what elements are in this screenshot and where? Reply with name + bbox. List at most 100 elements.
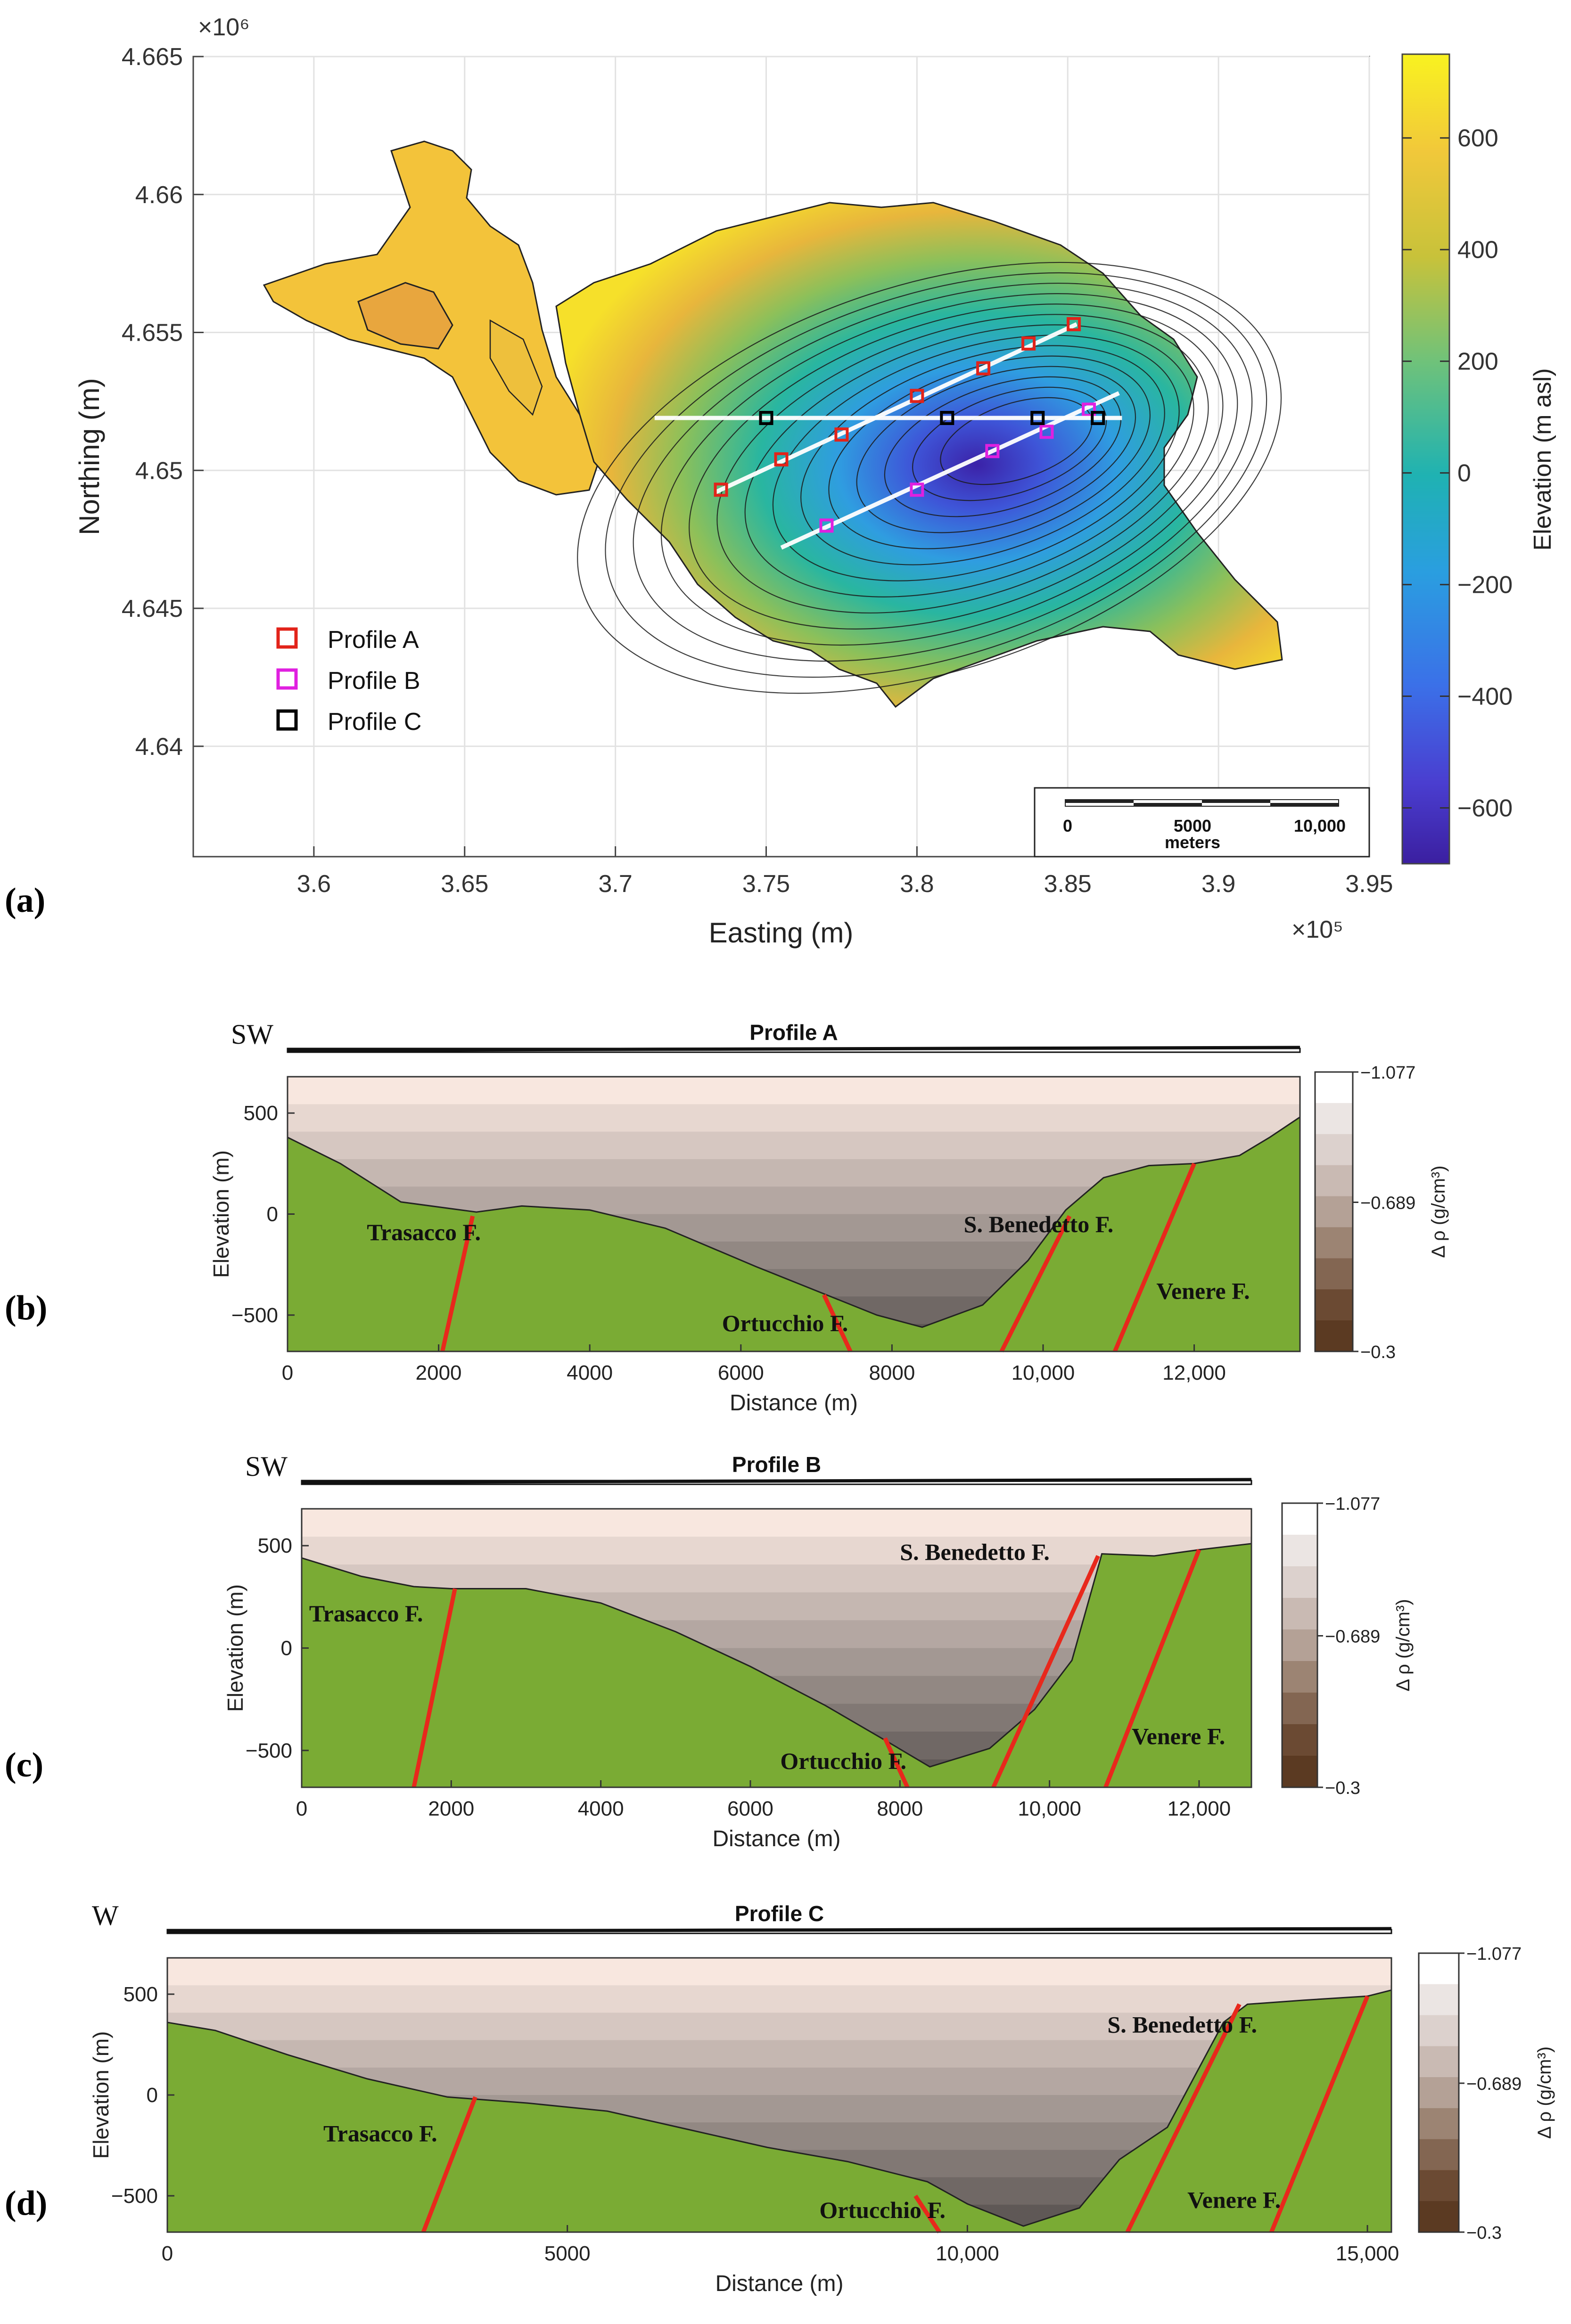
- profile-x-axis-label: Distance (m): [712, 1826, 840, 1851]
- map-y-tick-label: 4.655: [122, 319, 183, 347]
- profile-y-tick-label: 500: [258, 1534, 292, 1557]
- contour-line: [912, 386, 1107, 501]
- profile-marker: [774, 452, 789, 466]
- legend-marker-profile-c: [276, 709, 298, 731]
- map-x-tick-label: 3.8: [900, 870, 934, 898]
- density-colorbar-segment: [1419, 2046, 1459, 2078]
- fault-label: Venere F.: [1132, 1723, 1225, 1750]
- profile-marker: [1082, 402, 1096, 417]
- density-colorbar-segment: [1282, 1661, 1317, 1693]
- profile-x-tick-label: 0: [282, 1361, 293, 1384]
- profile-x-tick-label: 6000: [727, 1797, 773, 1820]
- density-colorbar-segment: [1315, 1134, 1353, 1166]
- density-colorbar-segment: [1315, 1103, 1353, 1135]
- contour-line: [828, 355, 1151, 549]
- density-colorbar-segment: [1282, 1756, 1317, 1788]
- fault-label: Ortucchio F.: [780, 1748, 906, 1774]
- density-band: [288, 1131, 1300, 1160]
- fault-line: [1113, 1162, 1196, 1352]
- map-y-axis-label: Northing (m): [74, 378, 105, 535]
- density-colorbar-segment: [1282, 1503, 1317, 1535]
- density-colorbar-tick-label: −0.689: [1360, 1194, 1415, 1213]
- legend-marker-profile-b: [276, 668, 298, 690]
- profile-panel-1: Trasacco F. Ortucchio F. S. Benedetto F. Ve…: [209, 1019, 1449, 1416]
- map-x-tick-label: 3.75: [742, 870, 790, 898]
- profile-x-tick-label: 8000: [869, 1361, 915, 1384]
- profile-y-tick-label: −500: [246, 1739, 292, 1762]
- map-y-tick-label: 4.66: [135, 181, 183, 209]
- profile-x-tick-label: 12,000: [1168, 1797, 1231, 1820]
- elevation-colorbar: 600 400 200 0 −200 −400 −600 Elevation (m asl): [1401, 53, 1556, 865]
- profile-x-axis-label: Distance (m): [715, 2271, 843, 2296]
- density-colorbar-tick-label: −0.689: [1325, 1627, 1380, 1647]
- density-colorbar-tick-label: −1.077: [1360, 1063, 1415, 1083]
- profile-x-tick-label: 0: [296, 1797, 307, 1820]
- profile-direction: SW: [245, 1451, 288, 1482]
- scale-bar-segment: [1134, 803, 1202, 806]
- density-colorbar-segment: [1282, 1598, 1317, 1630]
- profile-x-tick-label: 4000: [578, 1797, 624, 1820]
- fault-line: [999, 1215, 1072, 1353]
- density-band: [288, 1077, 1300, 1105]
- fault-label: Venere F.: [1187, 2187, 1281, 2213]
- density-colorbar-label: Δ ρ (g/cm³): [1428, 1165, 1449, 1258]
- fault-line: [411, 1588, 457, 1788]
- colorbar-label: Elevation (m asl): [1529, 368, 1556, 550]
- fault-line: [991, 1555, 1100, 1788]
- map-x-tick-label: 3.7: [598, 870, 632, 898]
- profile-y-tick-label: −500: [231, 1304, 278, 1327]
- contour-line: [660, 293, 1238, 646]
- map-y-tick-label: 4.65: [135, 457, 183, 484]
- colorbar-tick-label: 600: [1457, 125, 1498, 152]
- fault-label: Ortucchio F.: [722, 1310, 848, 1336]
- profile-title: Profile A: [749, 1020, 838, 1045]
- contour-line: [605, 272, 1267, 678]
- density-colorbar-segment: [1419, 2139, 1459, 2171]
- profile-marker: [976, 361, 991, 376]
- profile-y-tick-label: −500: [111, 2185, 158, 2208]
- density-colorbar-label: Δ ρ (g/cm³): [1393, 1599, 1414, 1691]
- contour-line: [744, 324, 1194, 597]
- fault-label: Trasacco F.: [367, 1219, 481, 1245]
- contour-line: [856, 366, 1136, 533]
- profile-y-tick-label: 0: [267, 1203, 278, 1226]
- density-colorbar-segment: [1419, 2015, 1459, 2047]
- profile-panels: Trasacco F. Ortucchio F. S. Benedetto F. Ve…: [89, 1019, 1555, 2296]
- map-x-axis-label: Easting (m): [709, 917, 854, 949]
- profile-x-tick-label: 15,000: [1336, 2242, 1399, 2265]
- panel-label-b: (b): [5, 1289, 47, 1327]
- profile-x-tick-label: 10,000: [1012, 1361, 1075, 1384]
- profile-x-tick-label: 10,000: [1018, 1797, 1081, 1820]
- profile-y-tick-label: 500: [244, 1102, 278, 1125]
- scale-bar-tick-5000: 5000: [1174, 816, 1211, 835]
- fault-line: [1269, 1995, 1370, 2233]
- map-x-tick-label: 3.85: [1044, 870, 1092, 898]
- fault-label: S. Benedetto F.: [964, 1211, 1114, 1237]
- profile-marker: [819, 518, 834, 533]
- density-band: [167, 1985, 1391, 2013]
- profile-x-axis-label: Distance (m): [730, 1391, 858, 1416]
- fault-line: [440, 1215, 475, 1352]
- colorbar-tick-label: −600: [1457, 795, 1513, 822]
- legend-marker-profile-a: [276, 627, 298, 649]
- density-colorbar-segment: [1315, 1165, 1353, 1197]
- density-band: [167, 1958, 1391, 1986]
- bedrock-area: [301, 1543, 1252, 1788]
- profile-top-strip-line: [167, 1927, 1392, 1933]
- elevation-contour-map: [263, 140, 1283, 708]
- profile-marker: [1091, 411, 1105, 426]
- profile-x-tick-label: 6000: [718, 1361, 764, 1384]
- profile-marker: [1067, 317, 1081, 331]
- profile-top-strip-line: [301, 1478, 1252, 1484]
- profile-x-tick-label: 2000: [416, 1361, 462, 1384]
- map-x-tick-label: 3.95: [1345, 870, 1393, 898]
- density-colorbar-frame: [1418, 1952, 1460, 2233]
- density-colorbar-tick-label: −0.689: [1466, 2074, 1522, 2094]
- density-colorbar-segment: [1419, 1984, 1459, 2016]
- density-band: [302, 1509, 1251, 1538]
- fault-label: Trasacco F.: [323, 2120, 437, 2146]
- profile-marker: [910, 389, 924, 403]
- fault-label: Venere F.: [1156, 1278, 1250, 1304]
- profile-x-tick-label: 4000: [567, 1361, 613, 1384]
- fault-line: [421, 2096, 477, 2233]
